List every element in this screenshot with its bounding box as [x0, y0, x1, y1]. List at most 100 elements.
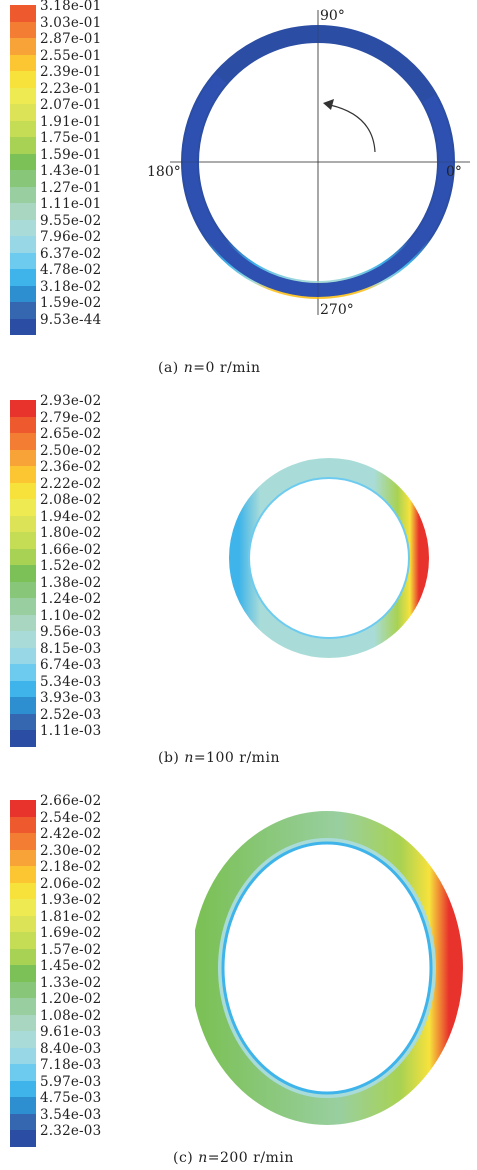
legend-label: 4.75e-03	[40, 1090, 102, 1106]
legend-label: 1.52e-02	[40, 558, 102, 574]
legend-label: 2.66e-02	[40, 793, 102, 809]
legend-label: 2.50e-02	[40, 442, 102, 459]
legend-label: 6.74e-03	[40, 657, 102, 673]
legend-label: 1.80e-02	[40, 525, 102, 541]
legend-swatch	[10, 5, 36, 22]
legend-swatch	[10, 932, 36, 949]
angle-label-270: 270°	[320, 302, 354, 318]
legend-swatch	[10, 499, 36, 516]
legend-label: 6.37e-02	[40, 245, 102, 262]
legend-swatch	[10, 948, 36, 965]
angle-label-180: 180°	[147, 164, 181, 180]
legend-swatch	[10, 449, 36, 466]
legend-swatch	[10, 965, 36, 982]
legend-swatch	[10, 998, 36, 1015]
legend-labels: 2.93e-02 2.79e-02 2.65e-02 2.50e-02 2.36e-02…	[40, 393, 101, 740]
angle-label-0: 0°	[446, 164, 462, 180]
legend-swatch	[10, 269, 36, 286]
legend-label: 1.81e-02	[40, 908, 102, 925]
legend-labels: 3.18e-01 3.03e-01 2.87e-01 2.55e-01 2.39e-01…	[40, 0, 101, 328]
legend-label: 1.20e-02	[40, 991, 102, 1007]
legend-swatch	[10, 882, 36, 899]
legend-swatch	[10, 186, 36, 203]
legend-label: 1.75e-01	[40, 130, 102, 146]
legend-swatch	[10, 515, 36, 532]
panel-a: 3.18e-01 3.03e-01 2.87e-01 2.55e-01 2.39e-01…	[0, 0, 477, 385]
legend-swatch	[10, 565, 36, 582]
legend-swatch	[10, 1113, 36, 1130]
legend-swatch	[10, 482, 36, 499]
legend-swatch	[10, 170, 36, 187]
legend-swatch	[10, 285, 36, 302]
legend-label: 9.56e-03	[40, 624, 102, 640]
legend-swatch	[10, 598, 36, 615]
caption-b: (b) n=100 r/min	[158, 750, 280, 766]
legend-label: 2.79e-02	[40, 409, 102, 426]
legend-swatch	[10, 203, 36, 220]
legend-label: 2.06e-02	[40, 875, 102, 892]
panel-b: 2.93e-02 2.79e-02 2.65e-02 2.50e-02 2.36e-02…	[0, 390, 477, 775]
legend-swatch	[10, 581, 36, 598]
contour-ring-a	[170, 10, 470, 315]
legend-swatch	[10, 680, 36, 697]
legend-swatch	[10, 153, 36, 170]
legend-label: 2.42e-02	[40, 826, 102, 842]
legend-swatch	[10, 833, 36, 850]
legend-swatch	[10, 1080, 36, 1097]
legend-label: 1.66e-02	[40, 541, 102, 558]
angle-label-90: 90°	[320, 8, 345, 24]
caption-a: (a) n=0 r/min	[158, 360, 261, 376]
legend-swatch	[10, 318, 36, 335]
legend-label: 9.53e-44	[40, 311, 102, 328]
legend-swatch	[10, 631, 36, 648]
legend-label: 2.54e-02	[40, 809, 102, 826]
contour-ring-c	[195, 811, 463, 1125]
contour-ring-b	[229, 458, 429, 658]
legend-label: 7.96e-02	[40, 229, 102, 245]
legend-label: 9.55e-02	[40, 212, 102, 229]
legend-swatch	[10, 87, 36, 104]
legend-label: 1.57e-02	[40, 941, 102, 958]
legend-swatch	[10, 137, 36, 154]
legend-label: 1.33e-02	[40, 974, 102, 991]
legend-swatch	[10, 1047, 36, 1064]
legend-swatch	[10, 532, 36, 549]
legend-swatch	[10, 466, 36, 483]
legend-label: 2.23e-01	[40, 80, 102, 97]
legend-swatch	[10, 981, 36, 998]
legend-swatch	[10, 664, 36, 681]
legend-label: 1.45e-02	[40, 958, 102, 974]
legend-label: 8.40e-03	[40, 1040, 102, 1057]
legend-swatch	[10, 816, 36, 833]
legend-swatch	[10, 1064, 36, 1081]
legend-label: 8.15e-03	[40, 640, 102, 657]
panel-c: 2.66e-02 2.54e-02 2.42e-02 2.30e-02 2.18e-02…	[0, 790, 477, 1170]
legend-swatch	[10, 1031, 36, 1048]
legend-label: 1.27e-01	[40, 179, 102, 196]
legend-label: 4.78e-02	[40, 262, 102, 278]
legend-label: 1.43e-01	[40, 163, 102, 179]
legend-swatch	[10, 71, 36, 88]
legend-swatch	[10, 614, 36, 631]
legend-label: 5.97e-03	[40, 1073, 102, 1090]
legend-swatch	[10, 252, 36, 269]
legend-swatch	[10, 219, 36, 236]
legend-swatch	[10, 38, 36, 55]
legend-label: 2.07e-01	[40, 97, 102, 113]
legend-label: 3.18e-02	[40, 278, 102, 295]
legend-label: 1.24e-02	[40, 591, 102, 607]
legend-label: 1.93e-02	[40, 892, 102, 908]
legend-label: 3.93e-03	[40, 690, 102, 706]
legend-colorbar	[10, 5, 36, 335]
legend-label: 7.18e-03	[40, 1057, 102, 1073]
legend-label: 2.65e-02	[40, 426, 102, 442]
legend-label: 2.55e-01	[40, 47, 102, 64]
legend-label: 1.08e-02	[40, 1007, 102, 1024]
legend-label: 1.10e-02	[40, 607, 102, 624]
legend-swatch	[10, 800, 36, 817]
legend-label: 2.08e-02	[40, 492, 102, 508]
legend-swatch	[10, 866, 36, 883]
legend-label: 2.30e-02	[40, 842, 102, 859]
legend-swatch	[10, 302, 36, 319]
legend-label: 2.36e-02	[40, 459, 102, 475]
